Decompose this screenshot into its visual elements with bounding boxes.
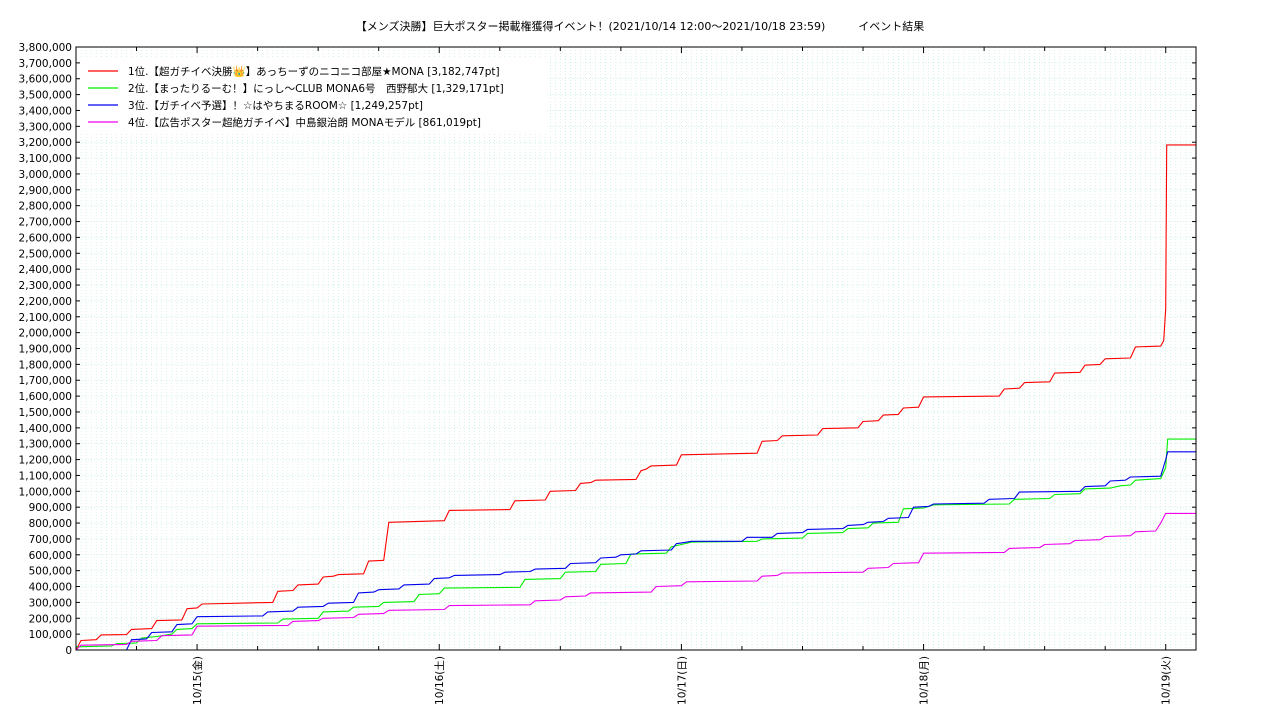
x-tick-label: 10/19(火) [1161, 656, 1173, 705]
y-tick-label: 1,400,000 [19, 423, 72, 435]
y-tick-label: 3,700,000 [19, 58, 72, 70]
y-tick-label: 2,800,000 [19, 201, 72, 213]
legend-entry-4: 4位.【広告ポスター超絶ガチイベ】中島銀治朗 MONAモデル [861,019p… [128, 116, 481, 129]
y-tick-label: 400,000 [29, 582, 72, 594]
y-tick-label: 3,000,000 [19, 169, 72, 181]
legend-background [80, 57, 546, 133]
y-tick-label: 800,000 [29, 518, 72, 530]
legend: 1位.【超ガチイベ決勝👑】あっちーずのニコニコ部屋★MONA [3,182,74… [80, 57, 546, 133]
y-tick-label: 3,800,000 [19, 42, 72, 54]
y-tick-label: 1,700,000 [19, 375, 72, 387]
y-tick-label: 1,100,000 [19, 470, 72, 482]
y-tick-label: 600,000 [29, 550, 72, 562]
y-tick-label: 900,000 [29, 502, 72, 514]
y-tick-label: 2,900,000 [19, 185, 72, 197]
series-line-1 [75, 144, 1196, 651]
y-tick-label: 3,600,000 [19, 74, 72, 86]
y-tick-label: 1,000,000 [19, 486, 72, 498]
legend-entry-3: 3位.【ガチイベ予選】！☆はやちまるROOM☆ [1,249,257pt] [128, 99, 423, 112]
series-line-3 [76, 451, 1196, 651]
y-tick-label: 1,300,000 [19, 439, 72, 451]
y-tick-label: 2,000,000 [19, 328, 72, 340]
y-tick-label: 100,000 [29, 629, 72, 641]
y-tick-label: 2,500,000 [19, 248, 72, 260]
legend-entry-2: 2位.【まったりるーむ！】にっし〜CLUB MONA6号 西野郁大 [1,329… [128, 82, 504, 95]
y-tick-label: 3,400,000 [19, 105, 72, 117]
x-tick-label: 10/18(月) [919, 656, 931, 705]
y-tick-label: 1,600,000 [19, 391, 72, 403]
x-tick-label: 10/17(日) [676, 656, 688, 705]
x-tick-label: 10/15(金) [191, 656, 204, 705]
y-tick-label: 2,600,000 [19, 232, 72, 244]
y-tick-label: 2,200,000 [19, 296, 72, 308]
y-tick-label: 300,000 [29, 597, 72, 609]
x-tick-label: 10/16(土) [433, 656, 446, 705]
y-tick-label: 2,100,000 [19, 312, 72, 324]
y-tick-label: 1,500,000 [19, 407, 72, 419]
y-tick-label: 2,700,000 [19, 217, 72, 229]
y-tick-label: 1,900,000 [19, 344, 72, 356]
y-tick-label: 200,000 [29, 613, 72, 625]
y-tick-label: 1,800,000 [19, 359, 72, 371]
series-layer [75, 144, 1196, 651]
y-tick-label: 0 [65, 645, 72, 657]
chart-title: 【メンズ決勝】巨大ポスター掲載権獲得イベント！(2021/10/14 12:00… [355, 20, 925, 33]
grid-layer [76, 46, 1196, 651]
y-tick-label: 3,100,000 [19, 153, 72, 165]
y-tick-label: 700,000 [29, 534, 72, 546]
series-line-4 [75, 512, 1196, 651]
y-tick-label: 500,000 [29, 566, 72, 578]
legend-entry-1: 1位.【超ガチイベ決勝👑】あっちーずのニコニコ部屋★MONA [3,182,74… [128, 65, 500, 78]
y-tick-label: 3,200,000 [19, 137, 72, 149]
y-tick-label: 1,200,000 [19, 455, 72, 467]
axis-layer: 0 100,000 200,000 300,000 400,000 500,000 600,… [19, 42, 1196, 705]
y-tick-label: 2,400,000 [19, 264, 72, 276]
y-tick-label: 3,300,000 [19, 121, 72, 133]
y-tick-label: 2,300,000 [19, 280, 72, 292]
y-tick-label: 3,500,000 [19, 90, 72, 102]
